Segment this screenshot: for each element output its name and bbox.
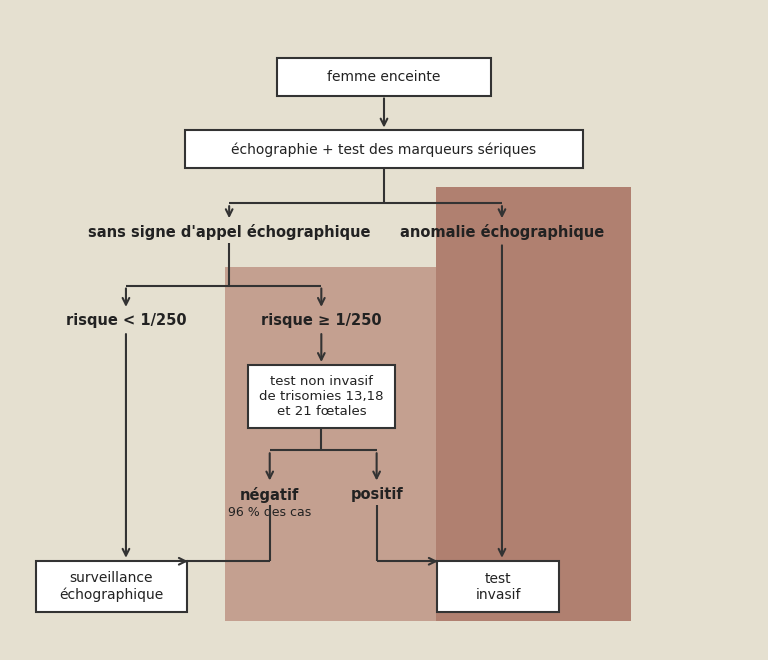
Text: positif: positif [350, 487, 403, 502]
Text: test
invasif: test invasif [475, 572, 521, 602]
Bar [226, 267, 439, 622]
FancyBboxPatch shape [438, 561, 559, 612]
Text: femme enceinte: femme enceinte [327, 69, 441, 84]
Text: échographie + test des marqueurs sériques: échographie + test des marqueurs sérique… [231, 142, 537, 156]
Text: test non invasif
de trisomies 13,18
et 21 fœtales: test non invasif de trisomies 13,18 et 2… [259, 375, 383, 418]
FancyBboxPatch shape [247, 365, 395, 428]
FancyBboxPatch shape [277, 57, 491, 96]
Text: 96 % des cas: 96 % des cas [228, 506, 311, 519]
Text: risque ≥ 1/250: risque ≥ 1/250 [261, 313, 382, 328]
Text: sans signe d'appel échographique: sans signe d'appel échographique [88, 224, 370, 240]
FancyBboxPatch shape [185, 131, 583, 168]
Text: anomalie échographique: anomalie échographique [400, 224, 604, 240]
Text: risque < 1/250: risque < 1/250 [65, 313, 187, 328]
FancyBboxPatch shape [35, 561, 187, 612]
Text: surveillance
échographique: surveillance échographique [59, 571, 164, 602]
Bar [435, 187, 631, 622]
Text: négatif: négatif [240, 486, 300, 503]
